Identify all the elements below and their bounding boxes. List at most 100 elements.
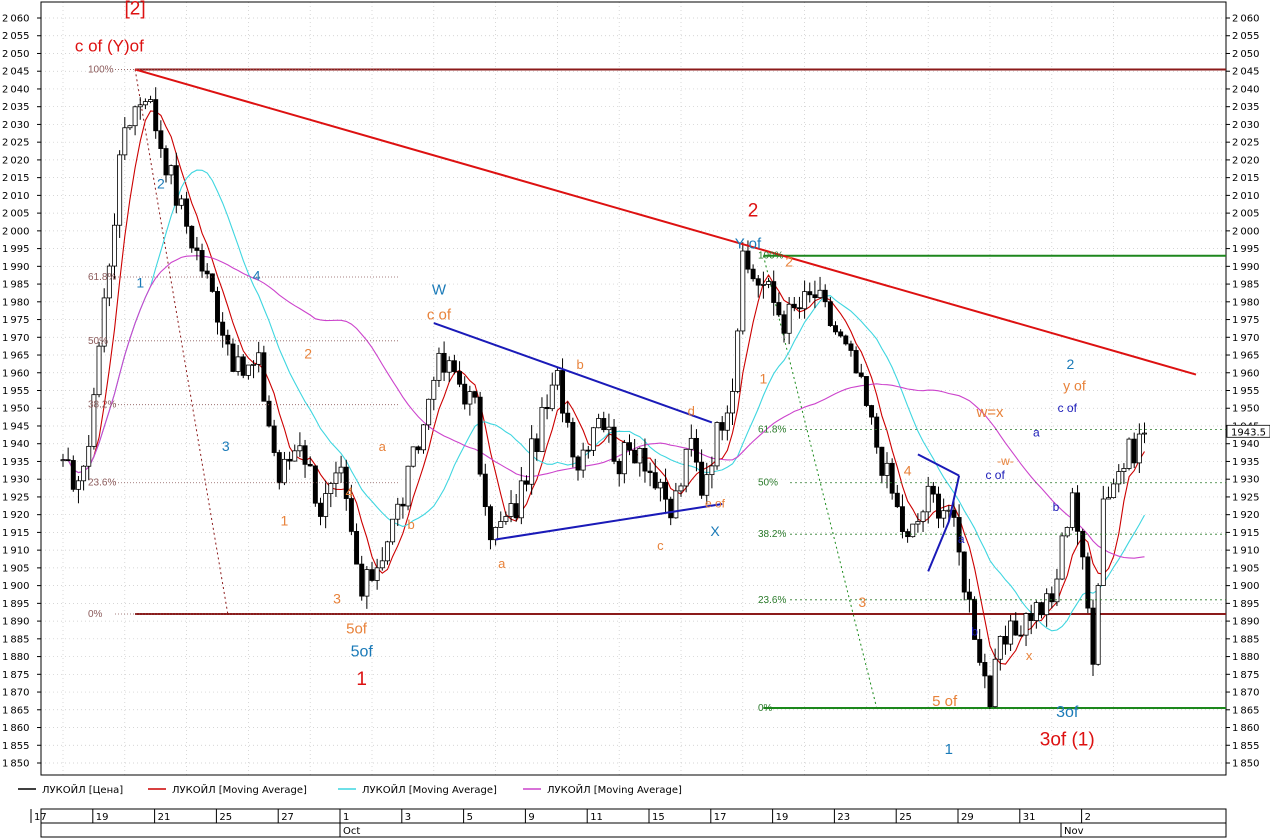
price-candle [678,485,684,492]
price-candle [1100,498,1106,586]
price-candle [498,521,504,528]
y-tick-label: 2 045 [2,67,29,78]
price-candle [941,510,947,519]
price-candle [951,509,957,518]
price-candle [1069,492,1075,528]
price-candle [740,250,746,332]
price-candle [81,465,87,482]
x-tick-label: 2 [1085,812,1091,823]
grid [41,2,1226,775]
price-candle [1039,602,1044,616]
price-candle [384,541,390,562]
y-tick-label: 1 870 [1232,688,1259,699]
price-candle [307,463,313,467]
price-candle [956,517,962,553]
price-bars [60,87,1147,709]
y-tick-label: 1 895 [1232,599,1259,610]
y-tick-label: 1 940 [2,439,29,450]
price-candle [838,331,844,337]
price-candle [647,470,653,474]
moving-average-line [62,255,1145,559]
price-candle [1142,432,1147,435]
price-candle [209,273,215,292]
price-candle [1018,634,1024,637]
price-candle [858,372,864,377]
x-tick-label: 29 [961,812,974,823]
price-candle [910,523,916,538]
price-candle [328,483,334,494]
price-candle [755,278,761,286]
y-tick-label: 1 970 [1232,333,1259,344]
price-candle [930,485,936,495]
y-tick-label: 1 980 [2,297,29,308]
x-tick-label: 1 [343,812,349,823]
x-tick-label: 19 [96,812,109,823]
price-candle [657,481,663,489]
price-candle [889,462,895,494]
fib-label: 61.8% [758,425,786,436]
price-candle [1090,607,1096,665]
y-tick-label: 1 885 [2,634,29,645]
price-candle [436,352,442,381]
y-tick-label: 2 060 [2,14,29,25]
wave-label: w=x [975,404,1004,421]
wave-label: 2 [785,253,793,269]
price-candle [936,493,941,519]
x-tick-label: 17 [34,812,47,823]
y-tick-label: 2 005 [1232,209,1259,220]
price-candle [544,406,550,410]
dotted-line [134,69,229,615]
price-candle [225,334,231,345]
price-candle [106,265,112,299]
price-candle [245,364,251,376]
price-candle [874,416,880,448]
price-candle [1136,433,1142,464]
price-candle [421,424,426,451]
price-candle [580,449,586,471]
y-tick-label: 1 975 [2,315,29,326]
x-tick-label: 11 [590,812,603,823]
price-candle [482,473,488,508]
price-candle [1033,602,1039,621]
wave-label: Y of [735,236,762,253]
price-candle [369,569,375,581]
y-tick-label: 2 035 [2,102,29,113]
y-tick-label: 2 015 [2,173,29,184]
price-candle [251,363,257,366]
price-candle [766,281,772,285]
legend-entry: ЛУКОЙЛ [Цена] [42,783,123,796]
fib-label: 0% [88,609,103,620]
price-candle [997,636,1003,660]
price-candle [992,658,998,708]
price-candle [487,506,493,541]
price-candle [323,493,329,517]
price-candle [297,445,303,452]
price-candle [570,422,576,458]
wave-label: 3 [858,594,866,610]
price-candle [894,492,900,508]
y-tick-label: 1 970 [2,333,29,344]
fib-label: 100% [758,251,784,262]
price-candle [513,503,519,519]
price-candle [477,396,483,475]
price-candle [117,154,123,226]
y-tick-label: 1 900 [2,581,29,592]
price-candle [771,281,777,303]
y-tick-label: 1 865 [1232,705,1259,716]
y-tick-label: 1 945 [2,421,29,432]
price-candle [982,662,988,677]
price-candle [632,449,638,464]
wave-annotations: [2] c of (Y)of 2 1 4 3 2 1 a b 4 3 5of 5of 1 Wc of b a c d e… [75,0,1095,758]
wave-label: X [710,523,720,539]
price-candle [704,474,710,496]
y-tick-label: 1 915 [1232,528,1259,539]
y-tick-label: 2 015 [1232,173,1259,184]
price-candle [333,472,339,484]
y-tick-label: 1 940 [1232,439,1259,450]
wave-label: c of [985,468,1005,482]
fib-label: 38.2% [758,529,786,540]
y-tick-label: 1 890 [1232,617,1259,628]
legend: ЛУКОЙЛ [Цена] ЛУКОЙЛ [Moving Average] ЛУКО… [18,783,682,796]
price-candle [1023,613,1029,636]
last-value-marker: 1943.5 [1226,424,1270,438]
